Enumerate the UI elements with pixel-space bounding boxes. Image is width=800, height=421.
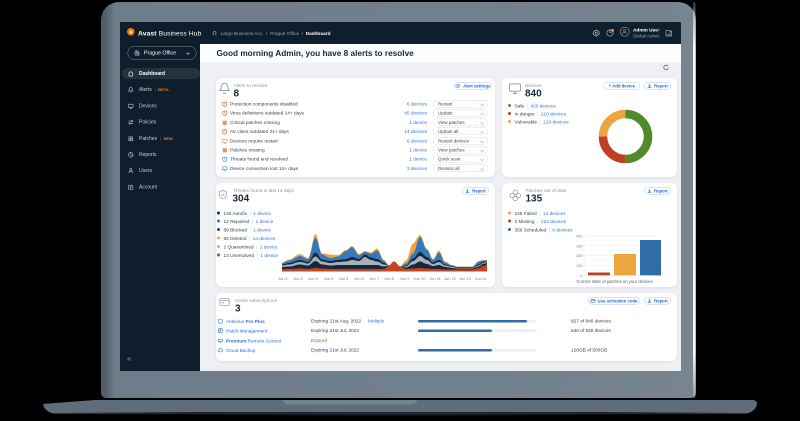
- svg-text:200: 200: [576, 254, 582, 258]
- svg-text:100: 100: [576, 264, 582, 268]
- svg-text:300: 300: [576, 244, 582, 248]
- svg-text:400: 400: [576, 235, 582, 239]
- svg-text:0: 0: [580, 274, 582, 278]
